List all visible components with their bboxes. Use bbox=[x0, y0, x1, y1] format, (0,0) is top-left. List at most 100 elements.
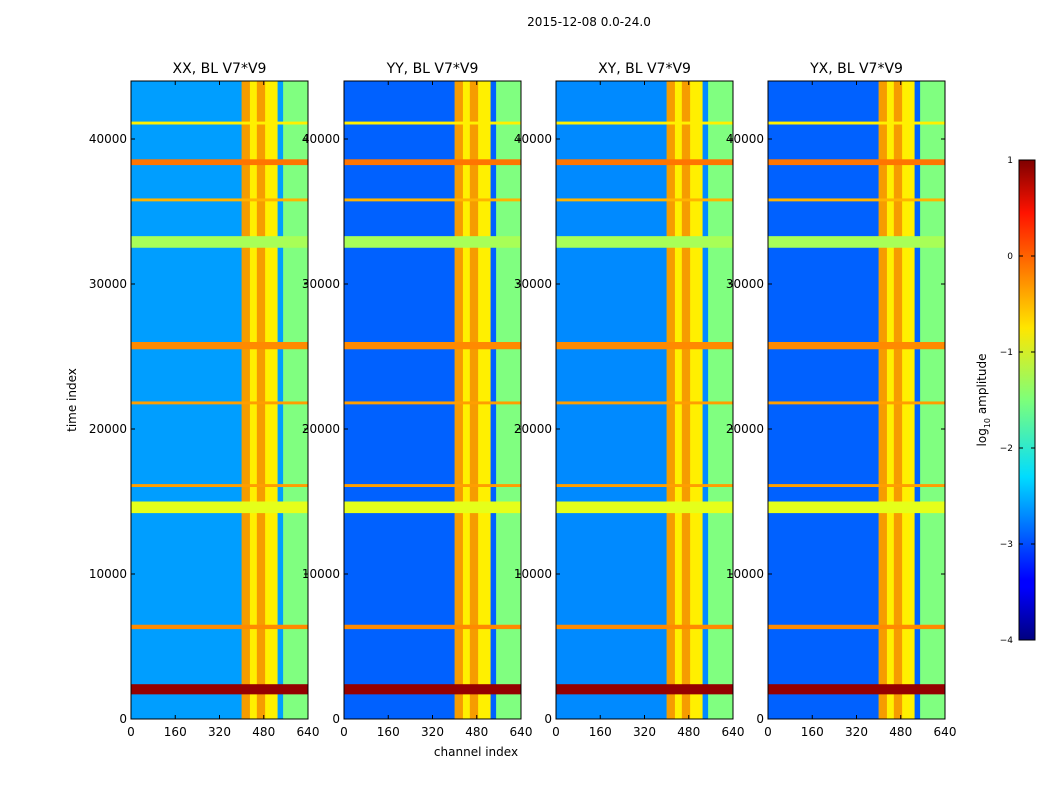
rfi-row bbox=[556, 342, 733, 350]
panel-title: YY, BL V7*V9 bbox=[386, 61, 479, 77]
y-tick-label: 30000 bbox=[302, 277, 340, 291]
x-tick-label: 0 bbox=[552, 725, 560, 739]
x-tick-label: 320 bbox=[208, 725, 231, 739]
heatmap-image bbox=[344, 81, 521, 719]
rfi-row bbox=[131, 159, 308, 166]
rfi-row bbox=[131, 684, 308, 695]
y-tick-label: 40000 bbox=[89, 132, 127, 146]
y-tick-label: 30000 bbox=[726, 277, 764, 291]
heatmap-background bbox=[344, 81, 521, 719]
x-tick-label: 160 bbox=[377, 725, 400, 739]
colorbar-gradient bbox=[1018, 159, 1036, 641]
x-tick-label: 320 bbox=[845, 725, 868, 739]
colorbar-tick-label: 0 bbox=[1007, 252, 1013, 262]
panel-2: YY, BL V7*V9 0 160 320 480 640 0 10000 20000 3000… bbox=[302, 61, 533, 739]
x-tick-label: 640 bbox=[297, 725, 320, 739]
panel-3: XY, BL V7*V9 0 160 320 480 640 0 10000 20000 3000… bbox=[514, 61, 745, 739]
rfi-row bbox=[131, 624, 308, 630]
channel-band bbox=[878, 81, 915, 719]
rfi-row bbox=[131, 401, 308, 405]
x-axis-label: channel index bbox=[434, 745, 518, 759]
hot-channel bbox=[681, 81, 691, 719]
channel-band bbox=[708, 81, 733, 719]
y-tick-label: 30000 bbox=[514, 277, 552, 291]
hot-channel bbox=[469, 81, 479, 719]
rfi-row bbox=[344, 624, 521, 630]
hot-channel bbox=[666, 81, 675, 719]
panel-title: YX, BL V7*V9 bbox=[809, 61, 903, 77]
heatmap-image bbox=[131, 81, 308, 719]
rfi-row bbox=[131, 342, 308, 350]
y-tick-label: 10000 bbox=[726, 567, 764, 581]
channel-band bbox=[666, 81, 703, 719]
colorbar-tick-label: −1 bbox=[1000, 348, 1013, 358]
rfi-row bbox=[344, 198, 521, 202]
x-tick-label: 0 bbox=[340, 725, 348, 739]
y-tick-label: 30000 bbox=[89, 277, 127, 291]
x-tick-label: 480 bbox=[252, 725, 275, 739]
rfi-row bbox=[131, 501, 308, 514]
hot-channel bbox=[256, 81, 266, 719]
x-tick-label: 0 bbox=[764, 725, 772, 739]
x-tick-label: 480 bbox=[677, 725, 700, 739]
y-tick-label: 20000 bbox=[726, 422, 764, 436]
heatmap-background bbox=[768, 81, 945, 719]
colorbar-tick-label: −3 bbox=[1000, 540, 1013, 550]
channel-band bbox=[283, 81, 308, 719]
y-tick-label: 40000 bbox=[514, 132, 552, 146]
x-tick-label: 160 bbox=[589, 725, 612, 739]
channel-band bbox=[241, 81, 278, 719]
y-tick-label: 10000 bbox=[89, 567, 127, 581]
y-tick-label: 0 bbox=[119, 712, 127, 726]
y-tick-label: 40000 bbox=[726, 132, 764, 146]
hot-channel bbox=[454, 81, 463, 719]
colorbar-tick-label: 1 bbox=[1007, 156, 1013, 166]
rfi-row bbox=[131, 198, 308, 202]
rfi-row bbox=[768, 684, 945, 695]
x-tick-label: 320 bbox=[633, 725, 656, 739]
x-tick-label: 640 bbox=[934, 725, 957, 739]
colorbar-ticks: 1 0 −1 −2 −3 −4 bbox=[1000, 156, 1035, 646]
rfi-row bbox=[344, 684, 521, 695]
rfi-row bbox=[556, 684, 733, 695]
rfi-row bbox=[344, 121, 521, 125]
rfi-row bbox=[131, 484, 308, 487]
rfi-row bbox=[131, 236, 308, 248]
rfi-row bbox=[768, 121, 945, 125]
x-tick-label: 160 bbox=[801, 725, 824, 739]
rfi-row bbox=[344, 159, 521, 166]
rfi-row bbox=[556, 236, 733, 248]
rfi-row bbox=[768, 198, 945, 202]
channel-band bbox=[496, 81, 521, 719]
x-tick-label: 640 bbox=[722, 725, 745, 739]
rfi-row bbox=[556, 501, 733, 514]
y-tick-label: 0 bbox=[756, 712, 764, 726]
rfi-row bbox=[556, 484, 733, 487]
y-tick-label: 0 bbox=[332, 712, 340, 726]
rfi-row bbox=[768, 159, 945, 166]
x-tick-label: 320 bbox=[421, 725, 444, 739]
y-tick-label: 20000 bbox=[89, 422, 127, 436]
y-tick-label: 20000 bbox=[302, 422, 340, 436]
heatmap-background bbox=[131, 81, 308, 719]
rfi-row bbox=[344, 501, 521, 514]
heatmap-background bbox=[556, 81, 733, 719]
x-tick-label: 160 bbox=[164, 725, 187, 739]
heatmap-panels: XX, BL V7*V9 0 160 320 480 640 0 10000 20000 3000… bbox=[89, 61, 957, 739]
hot-channel bbox=[878, 81, 887, 719]
rfi-row bbox=[344, 401, 521, 405]
channel-band bbox=[920, 81, 945, 719]
y-tick-label: 0 bbox=[544, 712, 552, 726]
rfi-row bbox=[556, 624, 733, 630]
rfi-row bbox=[768, 501, 945, 514]
rfi-row bbox=[556, 159, 733, 166]
panel-1: XX, BL V7*V9 0 160 320 480 640 0 10000 20000 3000… bbox=[89, 61, 320, 739]
rfi-row bbox=[768, 342, 945, 350]
rfi-row bbox=[556, 401, 733, 405]
rfi-row bbox=[344, 484, 521, 487]
rfi-row bbox=[344, 342, 521, 350]
panel-title: XY, BL V7*V9 bbox=[598, 61, 691, 77]
x-tick-label: 0 bbox=[127, 725, 135, 739]
y-tick-label: 40000 bbox=[302, 132, 340, 146]
